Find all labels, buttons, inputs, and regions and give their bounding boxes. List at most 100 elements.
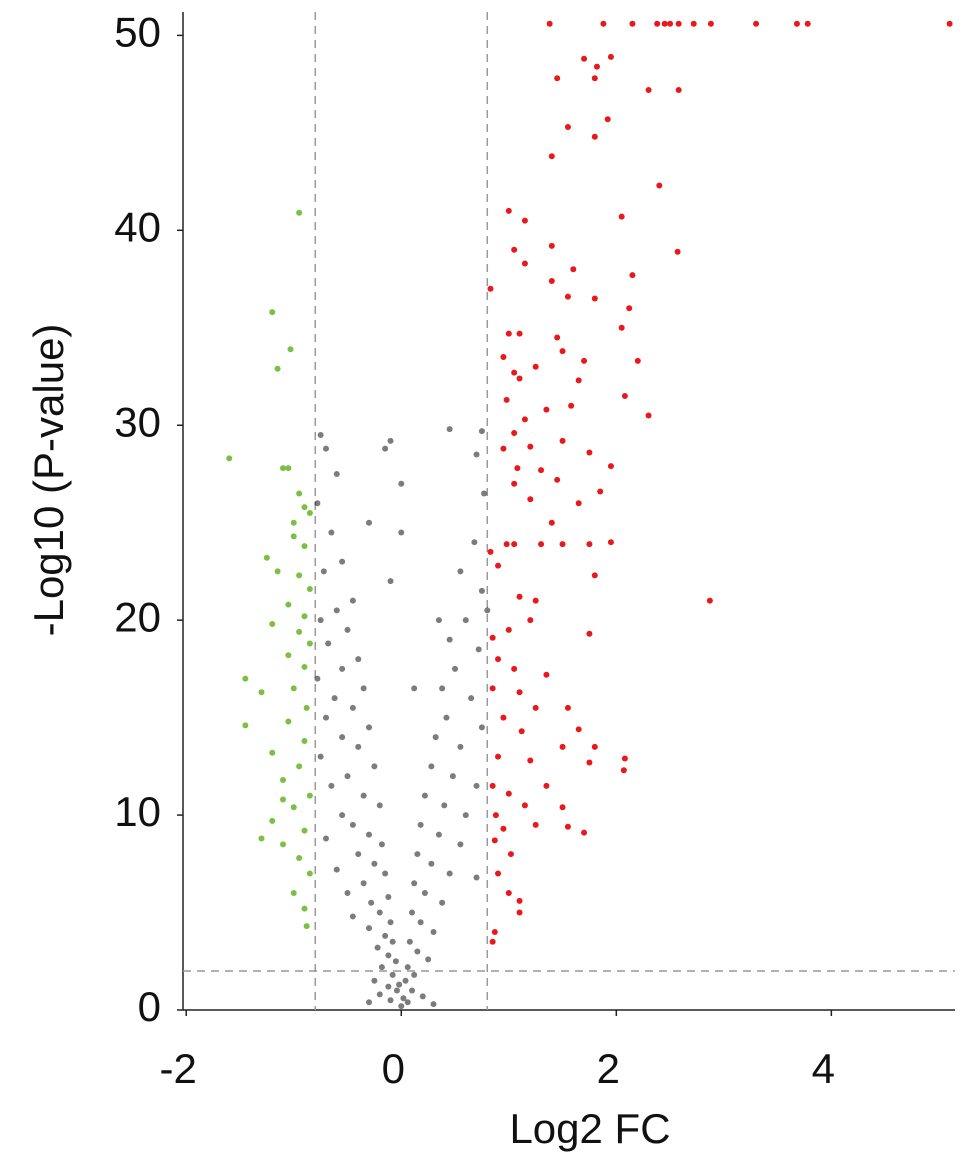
point [457, 743, 464, 750]
point [296, 854, 303, 861]
point [339, 558, 346, 565]
point [371, 860, 378, 867]
point [473, 451, 480, 458]
point [793, 20, 800, 27]
point [406, 938, 413, 945]
point [618, 324, 625, 331]
point [554, 75, 561, 82]
point [290, 533, 297, 540]
point [645, 412, 652, 419]
point [314, 500, 321, 507]
point [634, 357, 641, 364]
point [478, 428, 485, 435]
point [360, 880, 367, 887]
point [621, 755, 628, 762]
point [398, 1003, 405, 1010]
point [344, 626, 351, 633]
point [296, 763, 303, 770]
point [285, 465, 292, 472]
point [629, 272, 636, 279]
point [366, 519, 373, 526]
point [500, 354, 507, 361]
point [387, 919, 394, 926]
x-tick-label: 2 [597, 1045, 620, 1092]
point [417, 919, 424, 926]
point [543, 782, 550, 789]
point [521, 260, 528, 267]
point [323, 445, 330, 452]
point [804, 20, 811, 27]
point [366, 999, 373, 1006]
point [290, 890, 297, 897]
point [548, 277, 555, 284]
point [532, 821, 539, 828]
point [564, 293, 571, 300]
point [411, 971, 418, 978]
point [269, 621, 276, 628]
point [274, 568, 281, 575]
point [495, 562, 502, 569]
point [527, 617, 534, 624]
point [411, 880, 418, 887]
point [430, 1001, 437, 1008]
point [591, 133, 598, 140]
point [690, 20, 697, 27]
point [421, 890, 428, 897]
point [491, 837, 498, 844]
point [301, 543, 308, 550]
point [559, 437, 566, 444]
point [303, 704, 310, 711]
point [575, 377, 582, 384]
x-tick-label: -2 [160, 1045, 197, 1092]
y-tick-label: 30 [114, 398, 161, 445]
point [564, 823, 571, 830]
point [468, 695, 475, 702]
point [376, 909, 383, 916]
point [505, 330, 512, 337]
point [591, 743, 598, 750]
point [328, 782, 335, 789]
point [355, 851, 362, 858]
point [443, 714, 450, 721]
point [675, 86, 682, 93]
point [441, 802, 448, 809]
point [325, 640, 332, 647]
point [706, 597, 713, 604]
point [393, 987, 400, 994]
point [385, 893, 392, 900]
point [428, 763, 435, 770]
point [559, 541, 566, 548]
point [355, 743, 362, 750]
point [505, 626, 512, 633]
point [489, 634, 496, 641]
point [667, 20, 674, 27]
point [505, 890, 512, 897]
point [349, 913, 356, 920]
point [543, 406, 550, 413]
point [301, 738, 308, 745]
point [287, 346, 294, 353]
point [521, 217, 528, 224]
point [554, 334, 561, 341]
point [514, 465, 521, 472]
point [290, 685, 297, 692]
point [317, 431, 324, 438]
point [382, 445, 389, 452]
point [285, 601, 292, 608]
point [301, 504, 308, 511]
point [419, 993, 426, 1000]
point [449, 773, 456, 780]
point [518, 728, 525, 735]
x-tick-label: 0 [382, 1045, 405, 1092]
point [290, 519, 297, 526]
point [320, 568, 327, 575]
point [355, 656, 362, 663]
point [581, 55, 588, 62]
point [368, 899, 375, 906]
point [435, 617, 442, 624]
point [503, 541, 510, 548]
point [385, 983, 392, 990]
point [409, 909, 416, 916]
point [516, 897, 523, 904]
